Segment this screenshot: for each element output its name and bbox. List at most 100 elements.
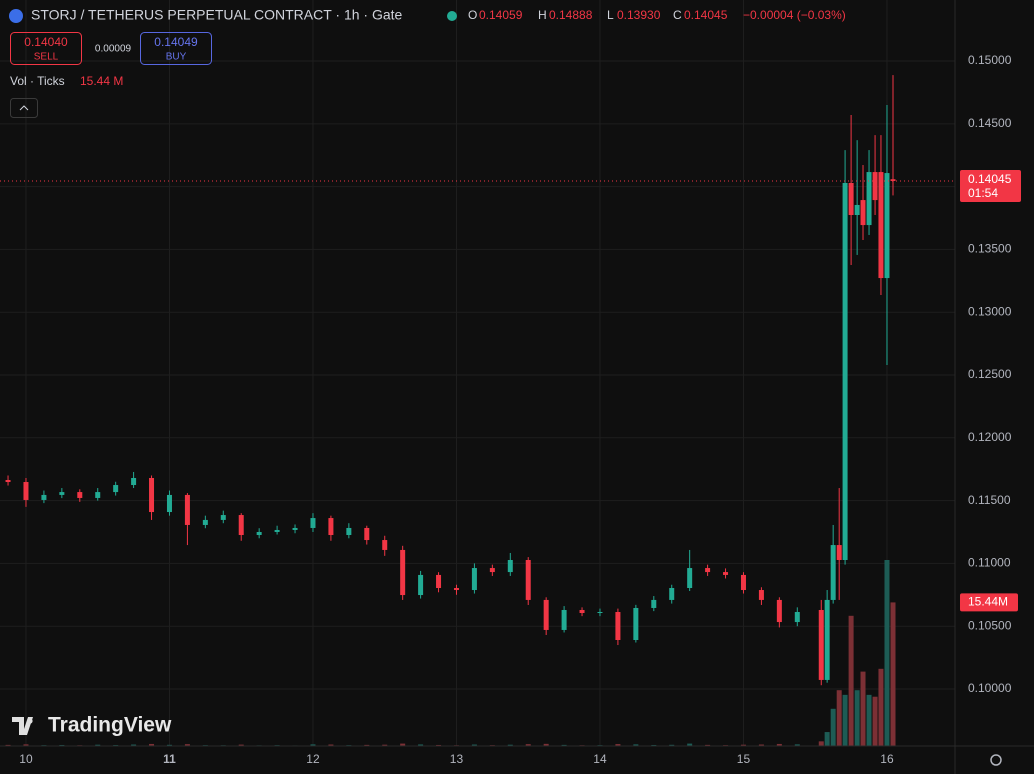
candle-body	[651, 599, 657, 608]
legend-letter: H	[538, 8, 547, 22]
legend-change: −0.00004 (−0.03%)	[743, 8, 846, 22]
volume-bar	[842, 694, 848, 746]
candle-body	[597, 611, 603, 614]
candles	[5, 75, 896, 686]
legend-value: 0.14888	[549, 8, 593, 22]
candle-body	[818, 609, 824, 680]
volume-bar	[651, 744, 657, 746]
volume-bar	[794, 744, 800, 746]
volume-bar	[23, 744, 29, 746]
candle-body	[854, 204, 860, 216]
volume-bar	[848, 615, 854, 746]
candle-body	[166, 494, 172, 513]
volume-bar	[184, 744, 190, 746]
volume-bar	[615, 744, 621, 746]
volume-bar	[95, 744, 101, 746]
candle-body	[525, 560, 531, 600]
last-price-box	[960, 169, 1021, 202]
volume-bar	[830, 708, 836, 746]
volume-bar	[238, 744, 244, 746]
volume-bar	[818, 741, 824, 746]
y-tick-label: 0.13000	[968, 304, 1012, 318]
volume-legend-value: 15.44 M	[80, 74, 123, 88]
sell-price: 0.14040	[24, 35, 68, 49]
candle-body	[561, 609, 567, 630]
volume-axis-label: 15.44M	[968, 595, 1008, 609]
x-tick-label: 11	[163, 752, 176, 766]
candle-body	[507, 560, 513, 573]
buy-price: 0.14049	[154, 35, 198, 49]
buy-button[interactable]	[140, 32, 212, 65]
legend-value: 0.14059	[479, 8, 523, 22]
candle-body	[346, 527, 352, 536]
sell-text: SELL	[34, 52, 59, 63]
candle-body	[884, 173, 890, 279]
volume-bar	[740, 744, 746, 746]
y-tick-label: 0.15000	[968, 53, 1012, 67]
volume-bar	[364, 744, 370, 746]
x-tick-label: 16	[880, 752, 894, 766]
candle-body	[836, 545, 842, 561]
volume-bar	[669, 744, 675, 746]
x-tick-label: 10	[19, 752, 33, 766]
candle-body	[310, 518, 316, 528]
candle-body	[41, 494, 47, 500]
volume-bar	[776, 743, 782, 746]
volume-bar	[382, 744, 388, 746]
candle-body	[471, 568, 477, 591]
volume-bar	[328, 744, 334, 746]
volume-bar	[872, 696, 878, 746]
y-tick-label: 0.12500	[968, 367, 1012, 381]
candle-body	[400, 549, 406, 596]
volume-bar	[890, 602, 896, 746]
market-status	[447, 11, 457, 21]
x-tick-label: 15	[737, 752, 751, 766]
candle-body	[543, 599, 549, 630]
buy-text: BUY	[166, 52, 187, 63]
candle-body	[5, 480, 11, 483]
candle-body	[687, 568, 693, 589]
candle-body	[131, 477, 137, 486]
volume-bar	[836, 690, 842, 746]
volume-bar	[310, 744, 316, 746]
candle-body	[615, 611, 621, 641]
candle-body	[758, 590, 764, 600]
x-tick-label: 14	[593, 752, 607, 766]
settings-button[interactable]	[990, 754, 1002, 766]
candle-body	[489, 568, 495, 573]
volume-bar	[507, 744, 513, 746]
candle-body	[59, 492, 65, 495]
logo-dot	[27, 718, 33, 724]
legend-letter: O	[468, 8, 477, 22]
y-tick-label: 0.10000	[968, 681, 1012, 695]
volume-bar	[687, 743, 693, 746]
volume-legend-title: Vol · Ticks	[10, 74, 65, 88]
candle-body	[669, 588, 675, 600]
countdown: 01:54	[968, 186, 998, 200]
candle-body	[579, 609, 585, 614]
candle-body	[202, 519, 208, 525]
candle-body	[633, 607, 639, 641]
volume-bar	[866, 694, 872, 746]
candle-body	[382, 540, 388, 550]
candle-body	[776, 599, 782, 623]
x-tick-label: 12	[306, 752, 320, 766]
volume-bar	[5, 744, 11, 746]
candle-body	[842, 182, 848, 561]
x-tick-label: 13	[450, 752, 464, 766]
candle-body	[328, 518, 334, 536]
collapse-button[interactable]	[10, 98, 38, 118]
candle-body	[878, 172, 884, 279]
candle-body	[220, 515, 226, 520]
last-price-label: 0.14045	[968, 172, 1012, 186]
candle-body	[292, 527, 298, 530]
legend-value: 0.14045	[684, 8, 728, 22]
candle-body	[794, 611, 800, 623]
volume-bar	[149, 743, 155, 746]
candle-body	[723, 572, 729, 575]
candle-body	[274, 529, 280, 532]
sell-button[interactable]	[10, 32, 82, 65]
y-tick-label: 0.11500	[968, 493, 1011, 507]
volume-bar	[400, 743, 406, 746]
